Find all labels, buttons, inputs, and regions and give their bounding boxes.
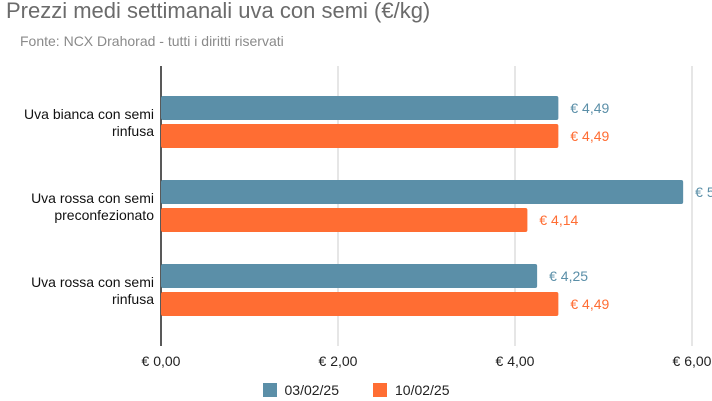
legend: 03/02/25 10/02/25 [0, 382, 712, 398]
bar-s2-c2 [161, 292, 559, 316]
data-label-s2-c1: € 4,14 [539, 212, 578, 228]
category-label-1: Uva rossa con semi preconfezionato [31, 190, 154, 223]
data-label-s1-c2: € 4,25 [549, 268, 588, 284]
bar-s1-c2 [161, 264, 538, 288]
x-tick-label-1: € 2,00 [319, 353, 358, 369]
bar-s1-c0 [161, 96, 559, 120]
category-label-2: Uva rossa con semi rinfusa [31, 274, 154, 307]
bar-s2-c1 [161, 208, 528, 232]
bar-s2-c0 [161, 124, 559, 148]
bar-s1-c1 [161, 180, 684, 204]
legend-item-series-2: 10/02/25 [373, 382, 450, 398]
data-label-s1-c0: € 4,49 [570, 100, 609, 116]
category-label-0: Uva bianca con semi rinfusa [24, 106, 154, 139]
data-label-s1-c1: € 5 [695, 184, 712, 200]
x-tick-label-3: € 6,00 [673, 353, 712, 369]
legend-label-series-2: 10/02/25 [395, 382, 450, 398]
x-tick-label-2: € 4,00 [496, 353, 535, 369]
x-tick-label-0: € 0,00 [142, 353, 181, 369]
legend-item-series-1: 03/02/25 [262, 382, 340, 398]
data-label-s2-c2: € 4,49 [570, 296, 609, 312]
legend-swatch-series-2 [373, 383, 387, 397]
data-label-s2-c0: € 4,49 [570, 128, 609, 144]
chart-title: Prezzi medi settimanali uva con semi (€/… [6, 0, 431, 23]
chart-subtitle: Fonte: NCX Drahorad - tutti i diritti ri… [20, 33, 284, 49]
legend-label-series-1: 03/02/25 [284, 382, 340, 398]
legend-swatch-series-1 [262, 383, 277, 397]
